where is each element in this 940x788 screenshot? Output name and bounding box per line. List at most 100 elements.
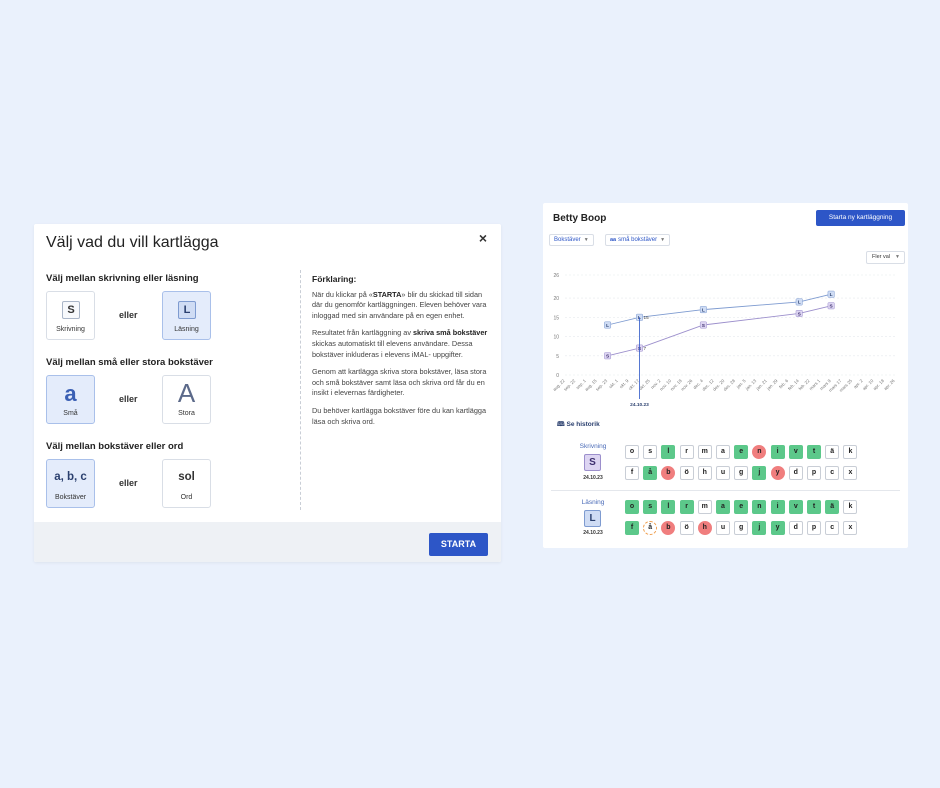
letter-tile: ä	[825, 445, 840, 459]
letter-tile: g	[734, 466, 749, 480]
letter-tile: a	[716, 445, 730, 459]
letter-tile: å	[643, 521, 658, 535]
letter-tile: j	[752, 521, 767, 535]
mapping-dialog: Välj vad du vill kartlägga × Välj mellan…	[34, 224, 501, 562]
data-point-L	[604, 321, 612, 329]
dialog-divider	[300, 270, 301, 510]
letter-tile: i	[770, 500, 785, 514]
explanation-paragraph: Resultatet från kartläggning av skriva s…	[312, 328, 488, 359]
letter-tile: y	[770, 521, 785, 535]
letter-tile: a	[716, 500, 730, 514]
lowercase-a-icon: a	[64, 381, 77, 406]
letter-tile: x	[843, 466, 858, 480]
x-tick-label: nov. 26	[680, 378, 694, 392]
close-icon[interactable]: ×	[478, 230, 488, 246]
letter-tile: o	[625, 445, 639, 459]
y-tick-label: 0	[556, 373, 559, 379]
letter-tile: u	[716, 521, 730, 535]
letter-tile: v	[788, 445, 803, 459]
word-icon: sol	[178, 471, 195, 483]
option-sma[interactable]: a Små	[46, 375, 95, 424]
y-tick-label: 5	[556, 354, 559, 360]
letter-tile: d	[788, 466, 803, 480]
x-tick-label: apr. 2	[852, 378, 864, 390]
option-skrivning[interactable]: S Skrivning	[46, 291, 95, 340]
lowercase-icon: aa	[610, 237, 617, 243]
letter-tile: c	[825, 466, 840, 480]
x-tick-label: okt. 25	[638, 378, 651, 391]
explanation: Förklaring: När du klickar på «STARTA» b…	[312, 274, 490, 434]
student-panel: Betty Boop Starta ny kartläggning Bokstä…	[543, 203, 908, 548]
y-tick-label: 15	[553, 315, 559, 321]
or-label: eller	[119, 478, 138, 488]
option-caption: Läsning	[174, 326, 199, 333]
option-caption: Stora	[178, 410, 195, 417]
x-tick-label: sep. 23	[595, 378, 609, 392]
letter-tile: t	[807, 500, 821, 514]
y-tick-label: 10	[553, 335, 559, 341]
letter-tile: e	[734, 445, 749, 459]
letter-tile: å	[643, 466, 658, 480]
option-caption: Bokstäver	[54, 494, 87, 501]
explanation-paragraph: Genom att kartlägga skriva stora bokstäv…	[312, 367, 487, 398]
reading-date: 24.10.23	[583, 530, 603, 536]
start-button[interactable]: STARTA	[429, 533, 488, 556]
option-bokstaver[interactable]: a, b, c Bokstäver	[46, 459, 95, 508]
y-tick-label: 20	[553, 296, 559, 302]
section-label-case: Välj mellan små eller stora bokstäver	[46, 357, 213, 368]
letter-tile: o	[625, 500, 639, 514]
option-caption: Skrivning	[56, 326, 85, 333]
explanation-paragraph: Du behöver kartlägga bokstäver före du k…	[312, 405, 487, 426]
option-lasning[interactable]: L Läsning	[162, 291, 211, 340]
letter-tile: e	[734, 500, 749, 514]
history-link[interactable]: 🕮 Se historik	[557, 421, 600, 428]
data-point-symbol: S	[830, 304, 834, 310]
option-ord[interactable]: sol Ord	[162, 459, 211, 508]
x-tick-label: okt. 1	[608, 378, 620, 390]
y-tick-label: 26	[553, 273, 559, 279]
letter-tile: d	[788, 521, 803, 535]
letter-tile: s	[643, 500, 658, 514]
writing-date: 24.10.23	[583, 475, 603, 481]
letter-tile: ö	[679, 466, 694, 480]
letter-tile: p	[807, 521, 821, 535]
letter-tile: f	[625, 466, 639, 480]
letter-tile: s	[643, 445, 658, 459]
s-letter-icon: S	[62, 301, 80, 319]
reading-label: Läsning	[581, 499, 605, 506]
s-letter-icon: S	[584, 454, 601, 471]
data-point-S	[604, 352, 612, 360]
letter-tile: b	[661, 521, 676, 535]
x-tick-label: dec. 28	[722, 378, 736, 392]
data-point-symbol: S	[606, 354, 610, 360]
start-new-mapping-button[interactable]: Starta ny kartläggning	[816, 210, 905, 226]
option-caption: Små	[63, 410, 78, 417]
letter-tile: h	[697, 466, 712, 480]
letter-tile: l	[661, 445, 676, 459]
l-letter-icon: L	[178, 301, 196, 319]
letter-tile: c	[825, 521, 840, 535]
letter-tile: m	[697, 500, 712, 514]
data-point-L	[827, 290, 835, 298]
option-caption: Ord	[180, 494, 193, 501]
filter-letters-dropdown[interactable]: Bokstäver ▼	[549, 234, 594, 246]
marker-date-label: 24.10.23	[630, 402, 649, 408]
letter-tile: v	[788, 500, 803, 514]
option-stora[interactable]: A Stora	[162, 375, 211, 424]
letter-tile: g	[734, 521, 749, 535]
letter-tile: j	[752, 466, 767, 480]
data-label: 15	[644, 315, 650, 320]
dialog-title: Välj vad du vill kartlägga	[46, 234, 219, 251]
data-point-symbol: L	[702, 307, 705, 313]
letter-tile: t	[807, 445, 821, 459]
l-letter-icon: L	[584, 510, 601, 527]
book-icon: 🕮	[557, 421, 565, 428]
or-label: eller	[119, 310, 138, 320]
filter-case-dropdown[interactable]: aa små bokstäver ▼	[605, 234, 671, 246]
data-point-S	[827, 302, 835, 310]
more-options-dropdown[interactable]: Fler val ▼	[866, 251, 905, 264]
x-tick-label: okt. 9	[618, 378, 630, 390]
letter-tile: ä	[825, 500, 840, 514]
